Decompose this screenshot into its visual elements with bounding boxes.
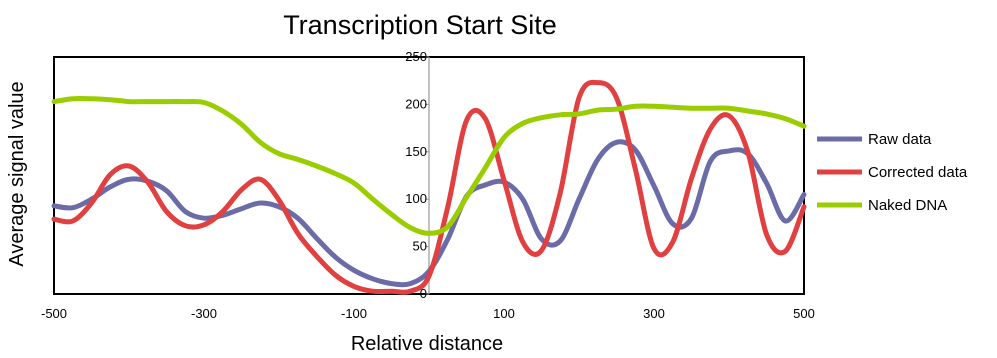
y-tick-label: 150: [405, 144, 427, 159]
x-tick-label: -500: [41, 306, 67, 321]
y-axis-title: Average signal value: [6, 81, 28, 266]
x-tick-label: 100: [493, 306, 515, 321]
x-tick-label: 500: [793, 306, 815, 321]
x-axis-title: Relative distance: [351, 333, 503, 355]
series-line-corrected-data: [51, 79, 807, 295]
legend-label-naked-dna: Naked DNA: [868, 197, 947, 214]
y-tick-label: 0: [420, 286, 427, 301]
series-line-naked-dna: [51, 95, 807, 236]
y-tick-label: 100: [405, 191, 427, 206]
y-tick-label: 200: [405, 96, 427, 111]
legend-label-corrected-data: Corrected data: [868, 164, 968, 181]
legend-label-raw-data: Raw data: [868, 131, 932, 148]
x-tick-label: 300: [643, 306, 665, 321]
chart-title: Transcription Start Site: [283, 10, 557, 40]
y-tick-label: 50: [413, 239, 427, 254]
y-tick-label: 250: [405, 49, 427, 64]
x-tick-label: -100: [341, 306, 367, 321]
x-tick-label: -300: [191, 306, 217, 321]
